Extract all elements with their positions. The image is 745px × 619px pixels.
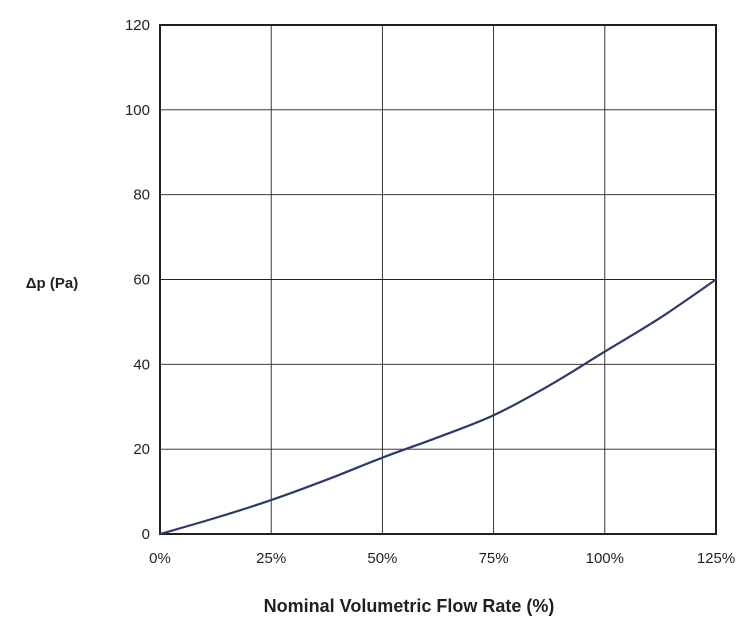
y-tick-label: 40 <box>133 356 150 373</box>
series-line <box>158 278 718 536</box>
x-tick-label: 75% <box>479 550 509 567</box>
x-tick-label: 50% <box>367 550 397 567</box>
y-tick-labels: 0 20 40 60 80 100 120 <box>125 17 150 543</box>
x-tick-label: 100% <box>586 550 624 567</box>
y-axis-title: Δp (Pa) <box>26 275 78 292</box>
y-tick-label: 60 <box>133 272 150 289</box>
gridlines <box>159 24 717 535</box>
y-tick-label: 120 <box>125 17 150 34</box>
y-tick-label: 0 <box>142 526 150 543</box>
x-axis-title: Nominal Volumetric Flow Rate (%) <box>264 596 555 616</box>
series-group <box>158 278 718 536</box>
x-tick-label: 125% <box>697 550 735 567</box>
y-tick-label: 80 <box>133 187 150 204</box>
x-tick-label: 0% <box>149 550 171 567</box>
x-tick-labels: 0% 25% 50% 75% 100% 125% <box>149 550 735 567</box>
y-tick-label: 100 <box>125 102 150 119</box>
y-tick-label: 20 <box>133 441 150 458</box>
x-tick-label: 25% <box>256 550 286 567</box>
